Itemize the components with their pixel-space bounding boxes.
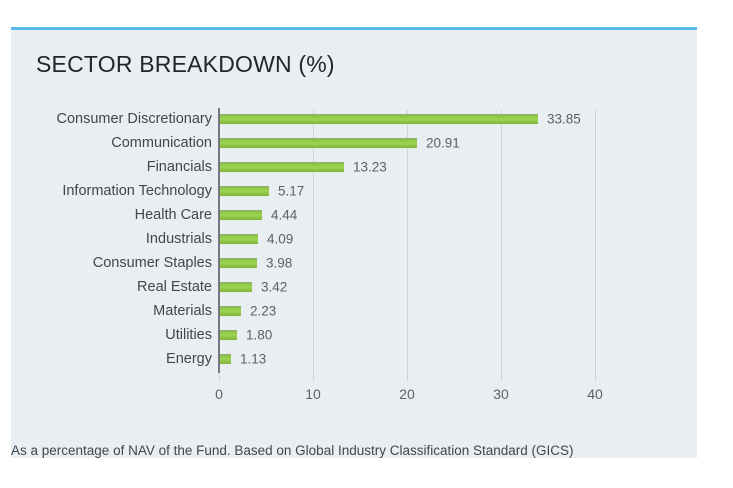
tick-label-x-0: 0 [215,386,223,402]
bar-row: Real Estate 3.42 [11,275,697,299]
bar-row: Financials 13.23 [11,155,697,179]
sector-bar [220,330,237,340]
value-label: 4.44 [271,207,298,223]
bar-row: Industrials 4.09 [11,227,697,251]
category-label: Health Care [134,207,212,223]
sector-bar [220,210,262,220]
category-label: Communication [111,135,212,151]
gridline-x-30 [501,110,502,373]
bar-row: Utilities 1.80 [11,323,697,347]
tick-label-x-40: 40 [587,386,603,402]
sector-bar-chart: 0 10 20 30 40 Consumer Discretionary 33.85 Comm… [11,30,697,461]
tick-label-x-20: 20 [399,386,415,402]
sector-bar [220,258,257,268]
page-title: SECTOR BREAKDOWN (%) [36,51,335,77]
category-label: Consumer Staples [92,255,212,271]
value-label: 3.42 [261,279,288,295]
tick-mark-x-10 [313,373,314,381]
value-label: 4.09 [267,231,294,247]
value-label: 1.13 [240,351,267,367]
bar-row: Materials 2.23 [11,299,697,323]
tick-label-x-30: 30 [493,386,509,402]
sector-bar [220,114,538,124]
gridline-x-10 [313,110,314,373]
sector-bar [220,162,344,172]
bar-row: Consumer Discretionary 33.85 [11,107,697,131]
category-label: Financials [146,159,212,175]
tick-mark-x-20 [407,373,408,381]
footnote-text: As a percentage of NAV of the Fund. Base… [11,443,574,458]
bar-row: Communication 20.91 [11,131,697,155]
y-axis-line [218,108,220,373]
gridline-x-40 [595,110,596,373]
bar-row: Health Care 4.44 [11,203,697,227]
value-label: 5.17 [278,183,305,199]
tick-mark-x-30 [501,373,502,381]
value-label: 3.98 [266,255,293,271]
category-label: Utilities [165,327,212,343]
tick-mark-x-40 [595,373,596,381]
sector-bar [220,186,269,196]
sector-bar [220,282,252,292]
sector-breakdown-panel: SECTOR BREAKDOWN (%) 0 10 20 30 40 Consumer D… [11,27,697,458]
bar-row: Energy 1.13 [11,347,697,371]
value-label: 2.23 [250,303,277,319]
category-label: Industrials [145,231,212,247]
category-label: Materials [153,303,212,319]
sector-bar [220,306,241,316]
value-label: 13.23 [353,159,387,175]
bar-row: Information Technology 5.17 [11,179,697,203]
value-label: 20.91 [426,135,460,151]
category-label: Energy [166,351,212,367]
tick-label-x-10: 10 [305,386,321,402]
sector-bar [220,354,231,364]
category-label: Consumer Discretionary [56,111,212,127]
category-label: Real Estate [137,279,212,295]
gridline-x-20 [407,110,408,373]
tick-mark-x-0 [219,373,220,381]
bar-row: Consumer Staples 3.98 [11,251,697,275]
category-label: Information Technology [62,183,212,199]
sector-bar [220,138,417,148]
value-label: 1.80 [246,327,273,343]
sector-bar [220,234,258,244]
value-label: 33.85 [547,111,581,127]
